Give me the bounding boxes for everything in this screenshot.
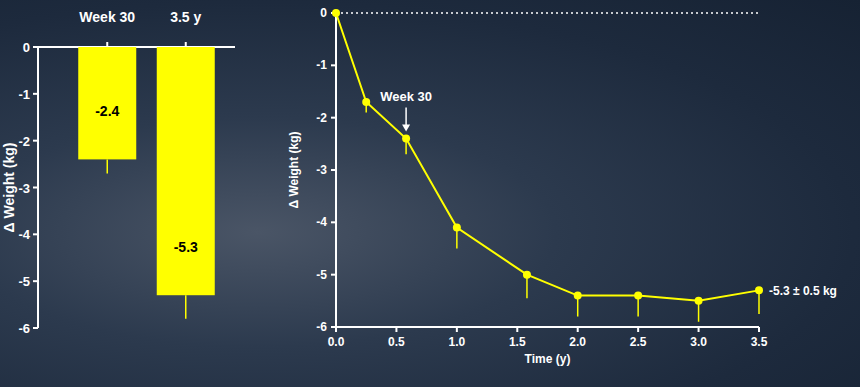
category-label: 3.5 y	[170, 9, 201, 25]
y-tick	[331, 117, 336, 119]
point	[362, 98, 370, 106]
x-tick	[637, 327, 639, 332]
y-tick	[33, 233, 38, 235]
y-tick-label: -5	[18, 274, 30, 289]
x-tick	[335, 327, 337, 332]
y-tick	[33, 327, 38, 329]
y-tick	[33, 140, 38, 142]
point	[402, 135, 410, 143]
point	[634, 292, 642, 300]
y-tick	[33, 280, 38, 282]
error-bar	[185, 295, 187, 318]
x-tick	[577, 327, 579, 332]
y-tick-label: -1	[316, 58, 327, 72]
series	[332, 9, 763, 322]
y-tick-label: -3	[316, 163, 327, 177]
y-tick	[33, 187, 38, 189]
y-tick-label: -2	[316, 111, 327, 125]
point	[574, 292, 582, 300]
y-tick-label: 0	[320, 6, 327, 20]
point	[523, 271, 531, 279]
x-tick	[106, 42, 108, 47]
data-label: -2.4	[95, 103, 119, 119]
x-tick	[516, 327, 518, 332]
y-tick	[331, 169, 336, 171]
x-tick-label: 2.0	[569, 335, 586, 349]
error-bar	[107, 159, 109, 173]
point	[453, 224, 461, 232]
annotation-arrowhead	[402, 125, 410, 132]
data-label: -5.3	[174, 239, 198, 255]
x-tick-label: 0.5	[388, 335, 405, 349]
x-tick	[185, 42, 187, 47]
x-tick	[698, 327, 700, 332]
y-tick-label: -4	[316, 215, 327, 229]
page: {"chart_data": [ {"type": "bar", "y_labe…	[0, 0, 860, 387]
x-tick-label: 1.5	[509, 335, 526, 349]
y-tick-label: -2	[18, 134, 30, 149]
x-tick-label: 3.5	[751, 335, 768, 349]
y-tick-label: -4	[18, 227, 30, 242]
y-tick-label: -3	[18, 181, 30, 196]
y-tick	[331, 64, 336, 66]
bar	[157, 47, 215, 295]
y-axis-label: Δ Weight (kg)	[287, 131, 301, 208]
y-tick	[331, 221, 336, 223]
point	[695, 297, 703, 305]
x-tick-label: 0.0	[328, 335, 345, 349]
line	[336, 13, 759, 301]
y-tick	[33, 46, 38, 48]
x-tick-label: 1.0	[449, 335, 466, 349]
x-axis	[336, 326, 759, 328]
x-tick	[456, 327, 458, 332]
reference-line	[336, 12, 759, 14]
annotation: -5.3 ± 0.5 kg	[769, 284, 837, 298]
x-axis-label: Time (y)	[525, 352, 571, 366]
x-tick	[758, 327, 760, 332]
y-tick-label: -6	[316, 320, 327, 334]
y-tick-label: -5	[316, 268, 327, 282]
y-tick-label: -6	[18, 321, 30, 336]
x-tick-label: 3.0	[690, 335, 707, 349]
bar	[78, 47, 136, 159]
y-tick-label: -1	[18, 87, 30, 102]
category-label: Week 30	[79, 9, 135, 25]
point	[332, 9, 340, 17]
point	[755, 286, 763, 294]
annotation-arrow	[405, 108, 407, 126]
bars	[78, 47, 215, 319]
x-tick-label: 2.5	[630, 335, 647, 349]
x-tick	[395, 327, 397, 332]
y-axis-label: Δ Weight (kg)	[1, 143, 17, 233]
chart-canvas: -6 -5 -4 -3 -2 -1 0 Week 30 -2.4 3.5 y -5.3 Δ Weigh…	[0, 0, 860, 387]
y-tick	[33, 93, 38, 95]
annotation: Week 30	[380, 89, 432, 104]
y-tick	[331, 274, 336, 276]
y-tick-label: 0	[23, 40, 30, 55]
